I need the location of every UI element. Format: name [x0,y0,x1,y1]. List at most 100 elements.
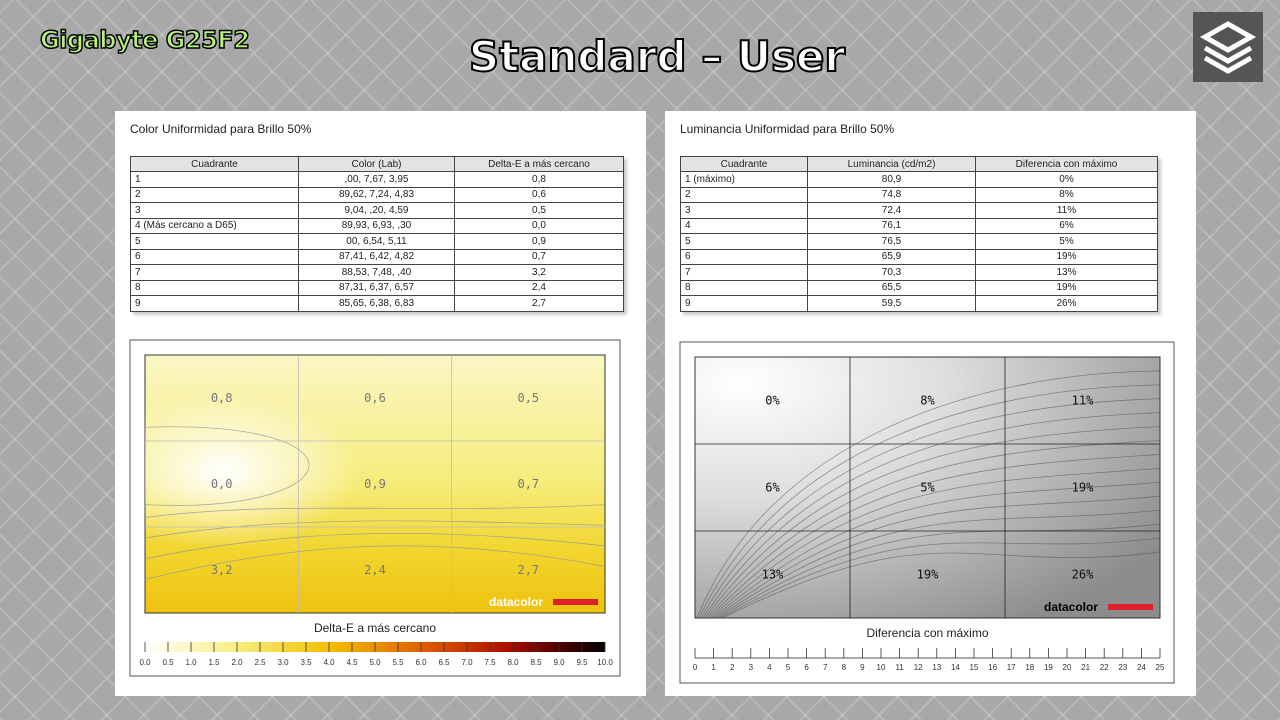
scale-tick-label: 2.5 [254,658,266,667]
scale-tick-label: 16 [988,663,997,672]
column-header: Luminancia (cd/m2) [807,156,976,172]
scale-tick-label: 3.5 [300,658,312,667]
scale-tick-label: 0.5 [162,658,174,667]
contour [718,523,1161,619]
header-row: Cuadrante Color (Lab) Delta-E a más cercan… [130,156,624,172]
cell-label: 0,0 [211,477,233,491]
logo-text: datacolor [1044,600,1098,614]
contour [144,532,606,560]
contour [144,545,606,580]
cell-label: 6% [765,481,780,495]
table-row: 9 59,5 26% [680,295,1158,312]
scale-tick-label: 15 [970,663,979,672]
scale-tick-label: 9 [860,663,865,672]
scale-tick-label: 1.0 [185,658,197,667]
scale-tick-label: 6.0 [415,658,427,667]
contour [722,551,1161,619]
brand: Gigabyte G25F2 [39,25,250,55]
panel: Color Uniformidad para Brillo 50% Cuadran… [115,111,646,696]
scale-tick-label: 7.0 [461,658,473,667]
table-row: 7 88,53, 7,48, ,40 3,2 [130,264,624,281]
column-header: Cuadrante [130,156,299,172]
cell-label: 0,5 [517,391,539,405]
page-title: Standard – User [468,31,846,82]
heatmap-figure: 0,8 0,6 0,5 0,0 0,9 0,7 3,2 2,4 2,7 datacolor Delt… [129,339,621,677]
scale-tick-label: 6 [804,663,809,672]
table-row: 5 00, 6,54, 5,11 0,9 [130,233,624,250]
table-cell: 85,65, 6,38, 6,83 [298,295,455,312]
cell-label: 0,8 [211,391,233,405]
table-row: 8 87,31, 6,37, 6,57 2,4 [130,279,624,296]
cell-label: 0,9 [364,477,386,491]
scale-tick-label: 13 [932,663,941,672]
scale-tick-label: 25 [1156,663,1165,672]
cell-label: 8% [920,394,935,408]
scale-tick-label: 5.0 [369,658,381,667]
contour [712,481,1161,619]
scale-tick-label: 10.0 [597,658,613,667]
contour [720,537,1161,619]
scale-tick-label: 1.5 [208,658,220,667]
cell-label: 5% [920,481,935,495]
scale-tick-label: 4.5 [346,658,358,667]
data-table: Cuadrante Luminancia (cd/m2) Diferencia co… [680,156,1158,312]
scale-tick-label: 7 [823,663,828,672]
cell-label: 13% [762,568,784,582]
scale-tick-label: 5 [786,663,791,672]
cell-label: 2,7 [517,563,539,577]
cell-label: 26% [1072,568,1094,582]
hot-spot [145,355,605,613]
scale-tick-label: 12 [914,663,923,672]
scale-tick-label: 8.5 [530,658,542,667]
contours [696,370,1161,619]
logo-text: datacolor [489,595,543,609]
scale-tick-label: 6.5 [438,658,450,667]
contour [708,454,1161,619]
scale-title: Diferencia con máximo [866,626,988,640]
scale-tick-label: 23 [1118,663,1127,672]
contour [710,467,1161,619]
contour [698,384,1161,619]
scale-tick-label: 2.0 [231,658,243,667]
column-header: Delta-E a más cercano [454,156,624,172]
scale-tick-label: 5.5 [392,658,404,667]
scale-tick-label: 4.0 [323,658,335,667]
contours [144,426,606,580]
table-cell: 26% [975,295,1158,312]
table-row: 9 85,65, 6,38, 6,83 2,7 [130,295,624,312]
table-row: 5 76,5 5% [680,233,1158,250]
cell-label: 11% [1072,394,1094,408]
scale-tick-label: 7.5 [484,658,496,667]
scale-tick-label: 2 [730,663,735,672]
scale-tick-label: 20 [1063,663,1072,672]
scale-tick-label: 3 [749,663,754,672]
cell-label: 0,7 [517,477,539,491]
contour [714,495,1161,619]
contour [144,520,606,539]
panel-title: Color Uniformidad para Brillo 50% [130,122,312,136]
scale-tick-label: 24 [1137,663,1146,672]
scale-tick-label: 8 [842,663,847,672]
scale-tick-label: 21 [1081,663,1090,672]
scale-tick-label: 19 [1044,663,1053,672]
column-header: Color (Lab) [298,156,455,172]
logo-bar [1108,604,1153,610]
scale-tick-label: 14 [951,663,960,672]
column-header: Cuadrante [680,156,808,172]
scale-tick-label: 0.0 [139,658,151,667]
scale-tick-label: 8.0 [507,658,519,667]
scale-tick-label: 18 [1025,663,1034,672]
column-header: Diferencia con máximo [975,156,1158,172]
panel: Luminancia Uniformidad para Brillo 50% Cu… [665,111,1196,696]
contour [702,412,1161,619]
cell-label: 0% [765,394,780,408]
logo-icon [1193,12,1263,82]
scale-tick-label: 1 [711,663,716,672]
table-cell: 2,7 [454,295,624,312]
contour [144,426,310,506]
data-table: Cuadrante Color (Lab) Delta-E a más cercan… [130,156,624,312]
scale-tick-label: 3.0 [277,658,289,667]
scale-tick-label: 0 [693,663,698,672]
contour [144,504,606,518]
